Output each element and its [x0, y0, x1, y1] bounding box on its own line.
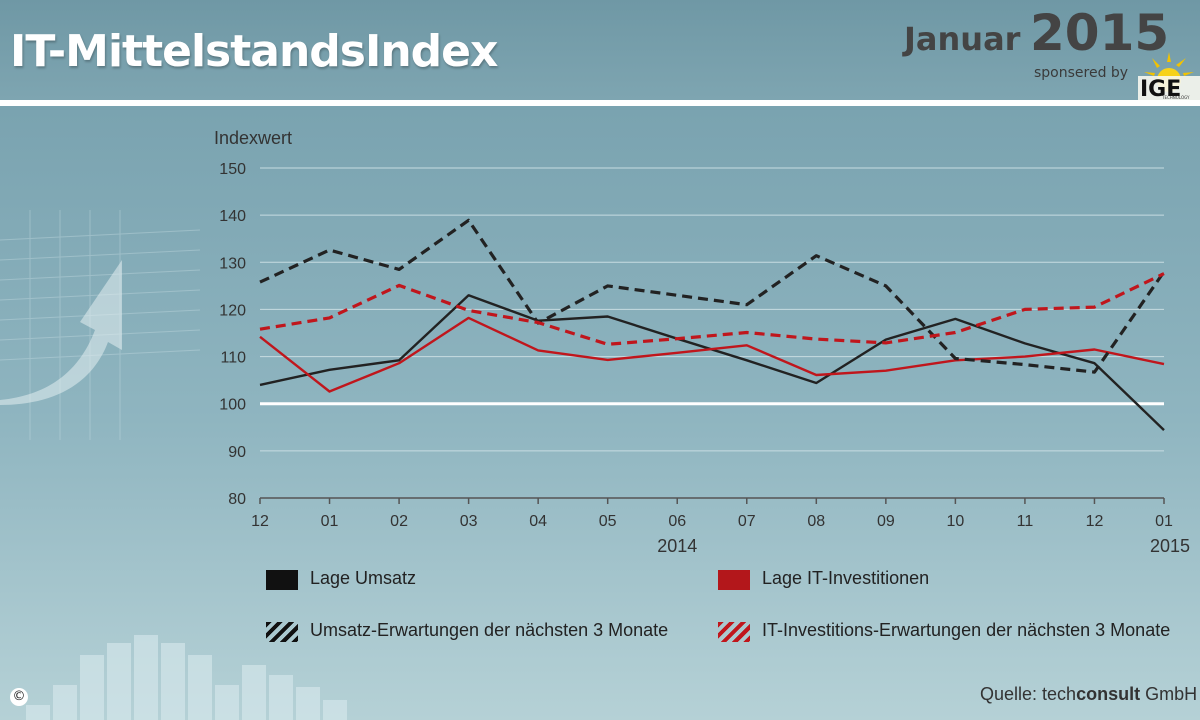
bar-silhouette	[26, 635, 347, 720]
y-tick-label: 110	[220, 350, 246, 367]
page-title: IT-MittelstandsIndex	[10, 26, 498, 77]
header-bar	[0, 0, 1200, 100]
report-month: Januar	[904, 20, 1021, 58]
series-line-2	[259, 316, 1165, 393]
x-tick-label: 06	[668, 513, 686, 530]
growth-arrow-icon	[0, 260, 122, 405]
source-suffix: GmbH	[1140, 684, 1198, 704]
x-tick-label: 09	[877, 513, 895, 530]
x-tick-label: 12	[1086, 513, 1104, 530]
x-tick-label: 03	[460, 513, 478, 530]
sponsored-by-label: sponsered by	[1034, 65, 1129, 81]
series-line-3	[259, 218, 1166, 374]
legend-swatch-lage-umsatz	[266, 570, 298, 590]
copyright-icon: ©	[10, 688, 28, 706]
source-prefix: Quelle: tech	[980, 684, 1077, 704]
x-tick-label: 11	[1017, 513, 1034, 530]
y-tick-label: 150	[219, 161, 246, 178]
legend-label-umsatz-erwartungen: Umsatz-Erwartungen der nächsten 3 Monate	[310, 620, 669, 640]
x-tick-label: 07	[738, 513, 756, 530]
legend-swatch-it-erwartungen	[718, 622, 750, 642]
series-line-1	[259, 294, 1165, 431]
legend-label-lage-umsatz: Lage Umsatz	[310, 568, 417, 588]
source-bold: consult	[1076, 684, 1141, 704]
legend-label-it-erwartungen: IT-Investitions-Erwartungen der nächsten…	[762, 620, 1171, 640]
y-tick-label: 130	[219, 255, 246, 272]
x-year-label: 2015	[1150, 536, 1190, 556]
legend-swatch-umsatz-erwartungen	[266, 622, 298, 642]
source-note: Quelle: techconsult GmbH	[980, 684, 1197, 705]
y-tick-label: 140	[219, 208, 246, 225]
sponsor-logo: IGE TECHNOLOGY	[1138, 52, 1200, 100]
series-line-4	[259, 272, 1165, 346]
legend-swatch-lage-it	[718, 570, 750, 590]
x-tick-label: 01	[321, 513, 339, 530]
background-decoration	[0, 210, 347, 720]
header-divider	[0, 100, 1200, 106]
y-tick-label: 120	[219, 302, 246, 319]
y-tick-label: 90	[228, 444, 246, 461]
x-tick-label: 12	[251, 513, 269, 530]
x-year-label: 2014	[657, 536, 697, 556]
logo-subtext: TECHNOLOGY	[1161, 95, 1190, 100]
x-tick-label: 01	[1155, 513, 1173, 530]
report-year: 2015	[1030, 4, 1170, 62]
x-tick-label: 05	[599, 513, 617, 530]
x-tick-label: 02	[390, 513, 408, 530]
y-tick-label: 100	[219, 397, 246, 414]
logo-wordmark: IGE	[1140, 77, 1181, 100]
x-tick-label: 04	[529, 513, 547, 530]
x-tick-label: 08	[807, 513, 825, 530]
y-axis-label: Indexwert	[214, 128, 292, 148]
legend-label-lage-it: Lage IT-Investitionen	[762, 568, 930, 588]
x-tick-label: 10	[946, 513, 964, 530]
index-line-chart: Indexwert 80 90 100 110 120 130 140 150 12 01 02 03 0…	[214, 128, 1190, 556]
y-tick-label: 80	[228, 491, 246, 508]
